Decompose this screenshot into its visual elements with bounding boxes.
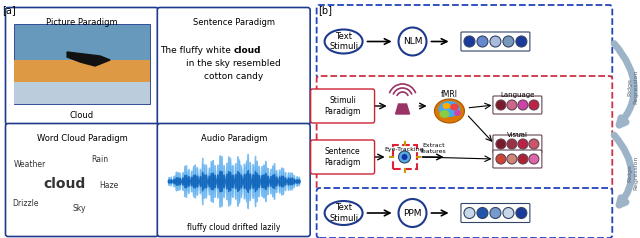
Circle shape [516,36,527,47]
Text: NLM: NLM [403,37,422,46]
Polygon shape [14,60,150,82]
Circle shape [464,208,475,218]
Text: Ridge
Regression: Ridge Regression [628,156,639,190]
Text: [b]: [b] [317,5,332,15]
Ellipse shape [440,110,449,118]
Text: fluffy cloud drifted lazily: fluffy cloud drifted lazily [187,223,280,232]
Circle shape [477,208,488,218]
Text: Ridge
Regression: Ridge Regression [628,70,639,104]
Text: cloud: cloud [234,46,261,55]
Circle shape [503,36,514,47]
Text: Cloud: Cloud [70,111,94,120]
Text: Stimuli
Paradigm: Stimuli Paradigm [324,96,361,116]
Circle shape [399,151,410,163]
Circle shape [477,36,488,47]
Text: [a]: [a] [2,5,16,15]
Polygon shape [396,104,410,114]
Text: Eye-Tracking: Eye-Tracking [385,147,424,152]
Text: Visual: Visual [507,132,528,138]
Text: Picture Paradigm: Picture Paradigm [46,18,118,27]
Text: Rain: Rain [91,155,108,164]
Circle shape [490,208,501,218]
FancyBboxPatch shape [6,8,158,124]
FancyBboxPatch shape [461,203,530,223]
FancyBboxPatch shape [157,8,310,124]
Circle shape [518,139,528,149]
Circle shape [507,154,517,164]
Text: Language: Language [500,92,534,98]
FancyArrowPatch shape [614,135,632,205]
FancyBboxPatch shape [317,5,612,78]
Circle shape [507,100,517,110]
Text: Extract
Teatures: Extract Teatures [420,143,447,154]
Text: The fluffy white: The fluffy white [160,46,234,55]
Text: Sentence
Paradigm: Sentence Paradigm [324,147,361,167]
Ellipse shape [324,30,363,54]
Circle shape [529,154,539,164]
Circle shape [529,100,539,110]
Circle shape [518,154,528,164]
Ellipse shape [450,104,459,110]
FancyBboxPatch shape [493,96,542,114]
Circle shape [518,100,528,110]
Ellipse shape [438,101,460,117]
Text: Sky: Sky [72,204,86,213]
FancyBboxPatch shape [317,188,612,238]
Text: fMRI: fMRI [441,90,458,99]
FancyBboxPatch shape [310,89,374,123]
Circle shape [496,154,506,164]
Circle shape [490,36,501,47]
Circle shape [401,154,408,160]
Circle shape [503,208,514,218]
Circle shape [464,36,475,47]
Text: Haze: Haze [99,181,118,190]
Circle shape [496,100,506,110]
FancyBboxPatch shape [493,150,542,168]
Circle shape [496,139,506,149]
FancyBboxPatch shape [461,32,530,51]
Text: Drizzle: Drizzle [12,199,39,208]
Polygon shape [14,82,150,104]
Circle shape [399,28,426,55]
Text: cloud: cloud [43,177,85,191]
Text: Word Cloud Paradigm: Word Cloud Paradigm [36,134,127,143]
Circle shape [529,139,539,149]
Circle shape [399,199,426,227]
Ellipse shape [442,103,451,109]
Circle shape [516,208,527,218]
FancyBboxPatch shape [493,135,542,153]
FancyBboxPatch shape [6,124,158,237]
FancyBboxPatch shape [317,76,612,190]
Polygon shape [67,52,110,66]
Ellipse shape [435,99,465,123]
Polygon shape [14,24,150,104]
Text: ...: ... [511,124,524,138]
FancyArrowPatch shape [614,44,634,125]
Text: cotton candy: cotton candy [204,72,263,81]
Text: Text
Stimuli: Text Stimuli [329,32,358,51]
Text: PPM: PPM [403,208,422,218]
Text: Audio Paradigm: Audio Paradigm [200,134,267,143]
FancyBboxPatch shape [310,140,374,174]
Text: Weather: Weather [14,160,46,169]
Ellipse shape [454,110,461,116]
Ellipse shape [324,201,363,225]
Circle shape [507,139,517,149]
Text: in the sky resembled: in the sky resembled [186,59,281,68]
Text: Sentence Paradigm: Sentence Paradigm [193,18,275,27]
FancyBboxPatch shape [157,124,310,237]
Text: Text
Stimuli: Text Stimuli [329,203,358,223]
